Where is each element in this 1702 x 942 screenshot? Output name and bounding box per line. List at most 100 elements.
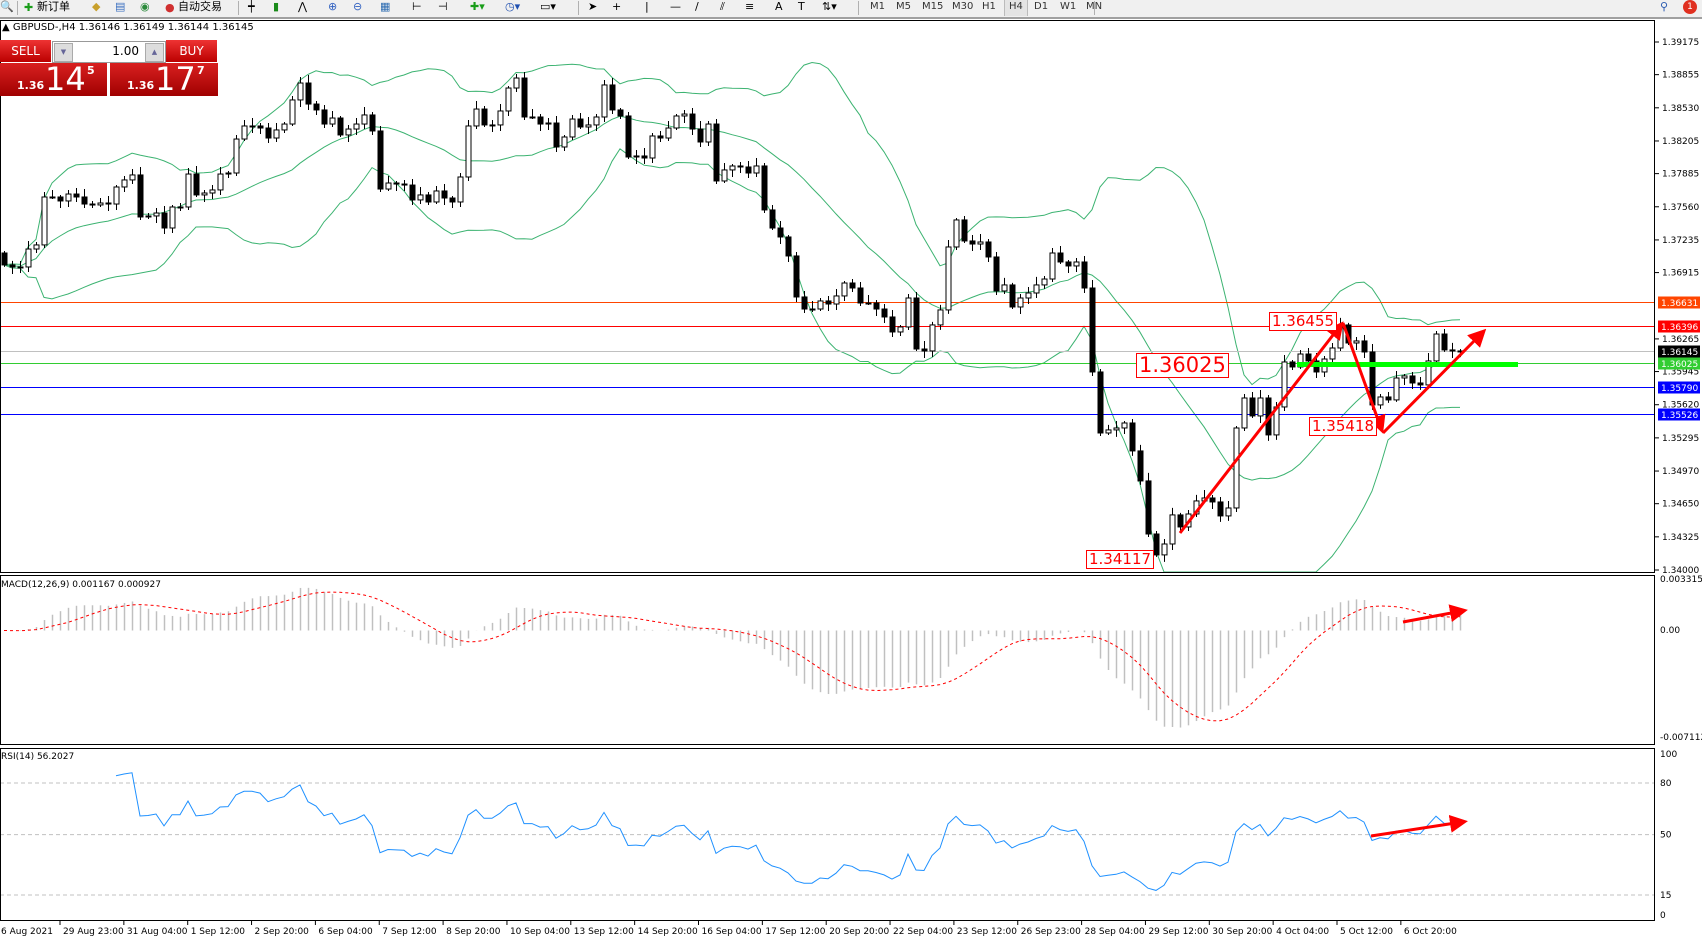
candle-bull [209, 189, 216, 194]
time-tick-label: 10 Sep 04:00 [510, 927, 570, 937]
timeframe-h1[interactable]: H1 [982, 1, 996, 12]
periods-icon[interactable]: ◷▾ [505, 0, 521, 13]
tile-windows-icon[interactable]: ▦ [380, 0, 391, 13]
price-tick-label: 1.34970 [1662, 467, 1699, 477]
zoom-out-icon[interactable]: ⊖ [353, 0, 363, 13]
candle-bear [1217, 501, 1224, 517]
terminal-icon[interactable]: ▤ [115, 0, 126, 13]
candle-bear [1153, 533, 1160, 556]
timeframe-m1[interactable]: M1 [870, 1, 885, 12]
price-tick-label: 1.38855 [1662, 71, 1699, 81]
candle-bull [545, 122, 552, 125]
templates-icon[interactable]: ▭▾ [540, 0, 556, 13]
candle-bull [1001, 284, 1008, 292]
candle-bear [625, 115, 632, 158]
sell-button[interactable]: SELL [0, 40, 51, 62]
timeframe-m15[interactable]: M15 [922, 1, 944, 12]
candles [1, 72, 1464, 562]
sell-price-prefix: 1.36 [17, 79, 45, 92]
horizontal-line-icon[interactable]: — [670, 0, 681, 13]
crosshair-icon[interactable]: + [612, 0, 622, 13]
bar-chart-icon[interactable]: ┿ [248, 0, 255, 13]
line-chart-icon[interactable]: ⋀ [298, 0, 308, 13]
fibonacci-icon[interactable]: ≡ [745, 0, 755, 13]
low-price-label[interactable]: 1.34117 [1086, 550, 1155, 569]
equidistant-channel-icon[interactable]: ⫽ [720, 0, 725, 13]
candle-bull [1257, 397, 1264, 417]
lot-size-field[interactable]: ▼ 1.00 ▲ [52, 41, 166, 63]
price-marker-label: 1.36145 [1661, 348, 1698, 358]
candle-bull [1033, 284, 1040, 294]
sell-price-button[interactable]: 1.36 14 5 [0, 60, 107, 98]
buy-price-button[interactable]: 1.36 17 7 [110, 60, 218, 98]
candle-bear [521, 77, 528, 118]
time-tick-label: 29 Sep 12:00 [1148, 927, 1208, 937]
text-label-icon[interactable]: T [798, 0, 805, 13]
time-tick-label: 1 Sep 12:00 [191, 927, 246, 937]
search-icon[interactable]: ⚲ [1660, 0, 1669, 13]
candle-bear [105, 202, 112, 205]
candle-bull [673, 115, 680, 129]
candle-bull [1241, 397, 1248, 429]
notification-badge[interactable]: 1 [1683, 0, 1697, 14]
candle-bull [121, 179, 128, 188]
candle-bull [49, 196, 56, 199]
candle-bull [201, 192, 208, 196]
vertical-line-icon[interactable]: | [645, 0, 649, 13]
arrows-icon[interactable]: ⇅▾ [822, 0, 837, 13]
candle-bull [1049, 252, 1056, 280]
candle-bear [713, 123, 720, 182]
candlestick-icon[interactable]: ▮ [273, 0, 280, 13]
price-axis[interactable]: 1.39175 1.38855 1.38530 1.38205 1.37885 1.375… [1655, 38, 1702, 921]
candle-bull [169, 206, 176, 229]
rsi-plot [0, 772, 1655, 896]
candle-bull [41, 196, 48, 246]
auto-trading-button[interactable]: ● 自动交易 [165, 0, 222, 16]
candle-bear [737, 165, 744, 168]
price-tick-label: 1.38530 [1662, 104, 1699, 114]
candle-bull [241, 125, 248, 140]
chart-shift-icon[interactable]: ⊢ [412, 0, 422, 13]
candle-bull [1353, 340, 1360, 344]
arrow-down [1341, 322, 1386, 434]
new-order-button[interactable]: ✚ 新订单 [24, 0, 70, 16]
autoscroll-icon[interactable]: ⊣ [438, 0, 448, 13]
text-icon[interactable]: A [775, 0, 783, 13]
pullback-low-label[interactable]: 1.35418 [1309, 417, 1378, 436]
rsi-axis-label: 50 [1660, 831, 1672, 841]
candle-bear [1449, 349, 1456, 352]
candle-bull [1401, 375, 1408, 379]
price-marker-label: 1.36631 [1661, 299, 1698, 309]
candle-bull [489, 124, 496, 127]
search-icon[interactable]: 🔍 [0, 0, 14, 13]
candle-bear [537, 116, 544, 125]
macd-plot [3, 587, 1462, 728]
price-marker-label: 1.35526 [1661, 411, 1698, 421]
timeframe-m30[interactable]: M30 [952, 1, 974, 12]
timeframe-d1[interactable]: D1 [1034, 1, 1049, 12]
timeframe-m5[interactable]: M5 [896, 1, 911, 12]
timeframe-w1[interactable]: W1 [1060, 1, 1077, 12]
metaeditor-icon[interactable]: ◆ [92, 0, 101, 13]
candle-bear [425, 194, 432, 203]
candle-bear [961, 219, 968, 242]
lot-decrease-button[interactable]: ▼ [54, 43, 73, 62]
indicators-icon[interactable]: ✚▾ [470, 0, 485, 13]
candle-bull [945, 246, 952, 311]
trendline-icon[interactable]: / [695, 0, 699, 13]
macd-label: MACD(12,26,9) 0.001167 0.000927 [1, 580, 161, 590]
candle-bear [1009, 284, 1016, 308]
candle-bull [225, 172, 232, 175]
candle-bull [1393, 377, 1400, 401]
support-price-label[interactable]: 1.36025 [1136, 353, 1229, 378]
timeframe-h4[interactable]: H4 [1004, 0, 1028, 16]
cursor-icon[interactable]: ➤ [588, 0, 598, 13]
signals-icon[interactable]: ◉ [140, 0, 150, 13]
buy-button[interactable]: BUY [166, 40, 217, 62]
zoom-in-icon[interactable]: ⊕ [328, 0, 338, 13]
lot-increase-button[interactable]: ▲ [145, 43, 164, 62]
candle-bull [937, 309, 944, 326]
candle-bear [769, 209, 776, 229]
high-price-label[interactable]: 1.36455 [1269, 312, 1338, 331]
